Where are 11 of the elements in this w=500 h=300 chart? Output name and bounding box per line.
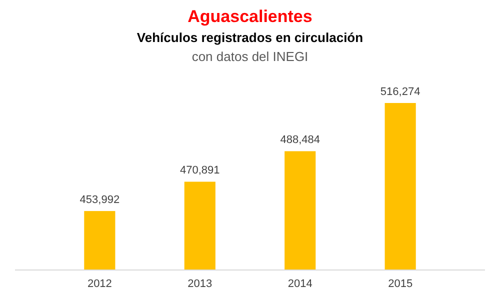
chart-title: Aguascalientes [188, 7, 312, 26]
data-label: 516,274 [380, 86, 420, 98]
x-tick-label: 2015 [388, 278, 413, 290]
chart-subtitle: Vehículos registrados en circulación [136, 30, 364, 45]
x-tick-label: 2013 [188, 278, 212, 290]
x-tick-label: 2012 [87, 278, 112, 290]
data-label: 453,992 [80, 194, 120, 206]
x-tick-label: 2014 [288, 278, 312, 290]
text: con datos del INEGI [192, 49, 308, 64]
data-label: 488,484 [280, 134, 320, 146]
data-label: 470,891 [180, 164, 220, 177]
